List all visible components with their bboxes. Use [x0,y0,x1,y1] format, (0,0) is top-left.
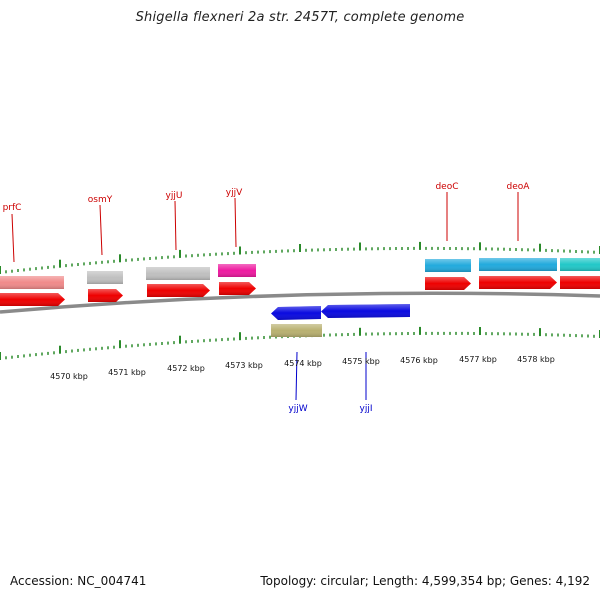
topology-summary: Topology: circular; Length: 4,599,354 bp… [260,574,590,588]
outer-tick-ring [0,241,600,274]
inner-tick-ring [0,326,600,360]
map-title: Shigella flexneri 2a str. 2457T, complet… [135,10,465,25]
gene-label-prfC[interactable]: prfC [3,203,22,213]
scale-label: 4578 kbp [517,355,555,364]
gene-label-yjjW[interactable]: yjjW [288,404,307,414]
scale-labels: 4570 kbp 4571 kbp 4572 kbp 4573 kbp 4574… [50,355,555,381]
genome-backbone [0,291,600,314]
gene-label-deoC[interactable]: deoC [435,182,458,192]
scale-label: 4575 kbp [342,357,380,366]
cds-track-reverse [271,304,410,337]
gene-label-yjjV[interactable]: yjjV [226,188,243,198]
scale-label: 4570 kbp [50,372,88,381]
gene-labels-top: prfC osmY yjjU yjjV deoC deoA [3,182,531,263]
gene-label-yjjI[interactable]: yjjI [360,404,373,414]
scale-label: 4571 kbp [108,368,146,377]
gene-label-deoA[interactable]: deoA [507,182,531,192]
accession-text: Accession: NC_004741 [10,574,147,588]
cds-track-forward [0,276,600,306]
gene-labels-bottom: yjjW yjjI [288,351,373,414]
scale-label: 4572 kbp [167,364,205,373]
gene-label-osmY[interactable]: osmY [88,195,113,205]
feature-track-outer [0,258,600,289]
scale-label: 4577 kbp [459,355,497,364]
scale-label: 4573 kbp [225,361,263,370]
scale-label: 4574 kbp [284,359,322,368]
scale-label: 4576 kbp [400,356,438,365]
gene-label-yjjU[interactable]: yjjU [166,191,183,201]
